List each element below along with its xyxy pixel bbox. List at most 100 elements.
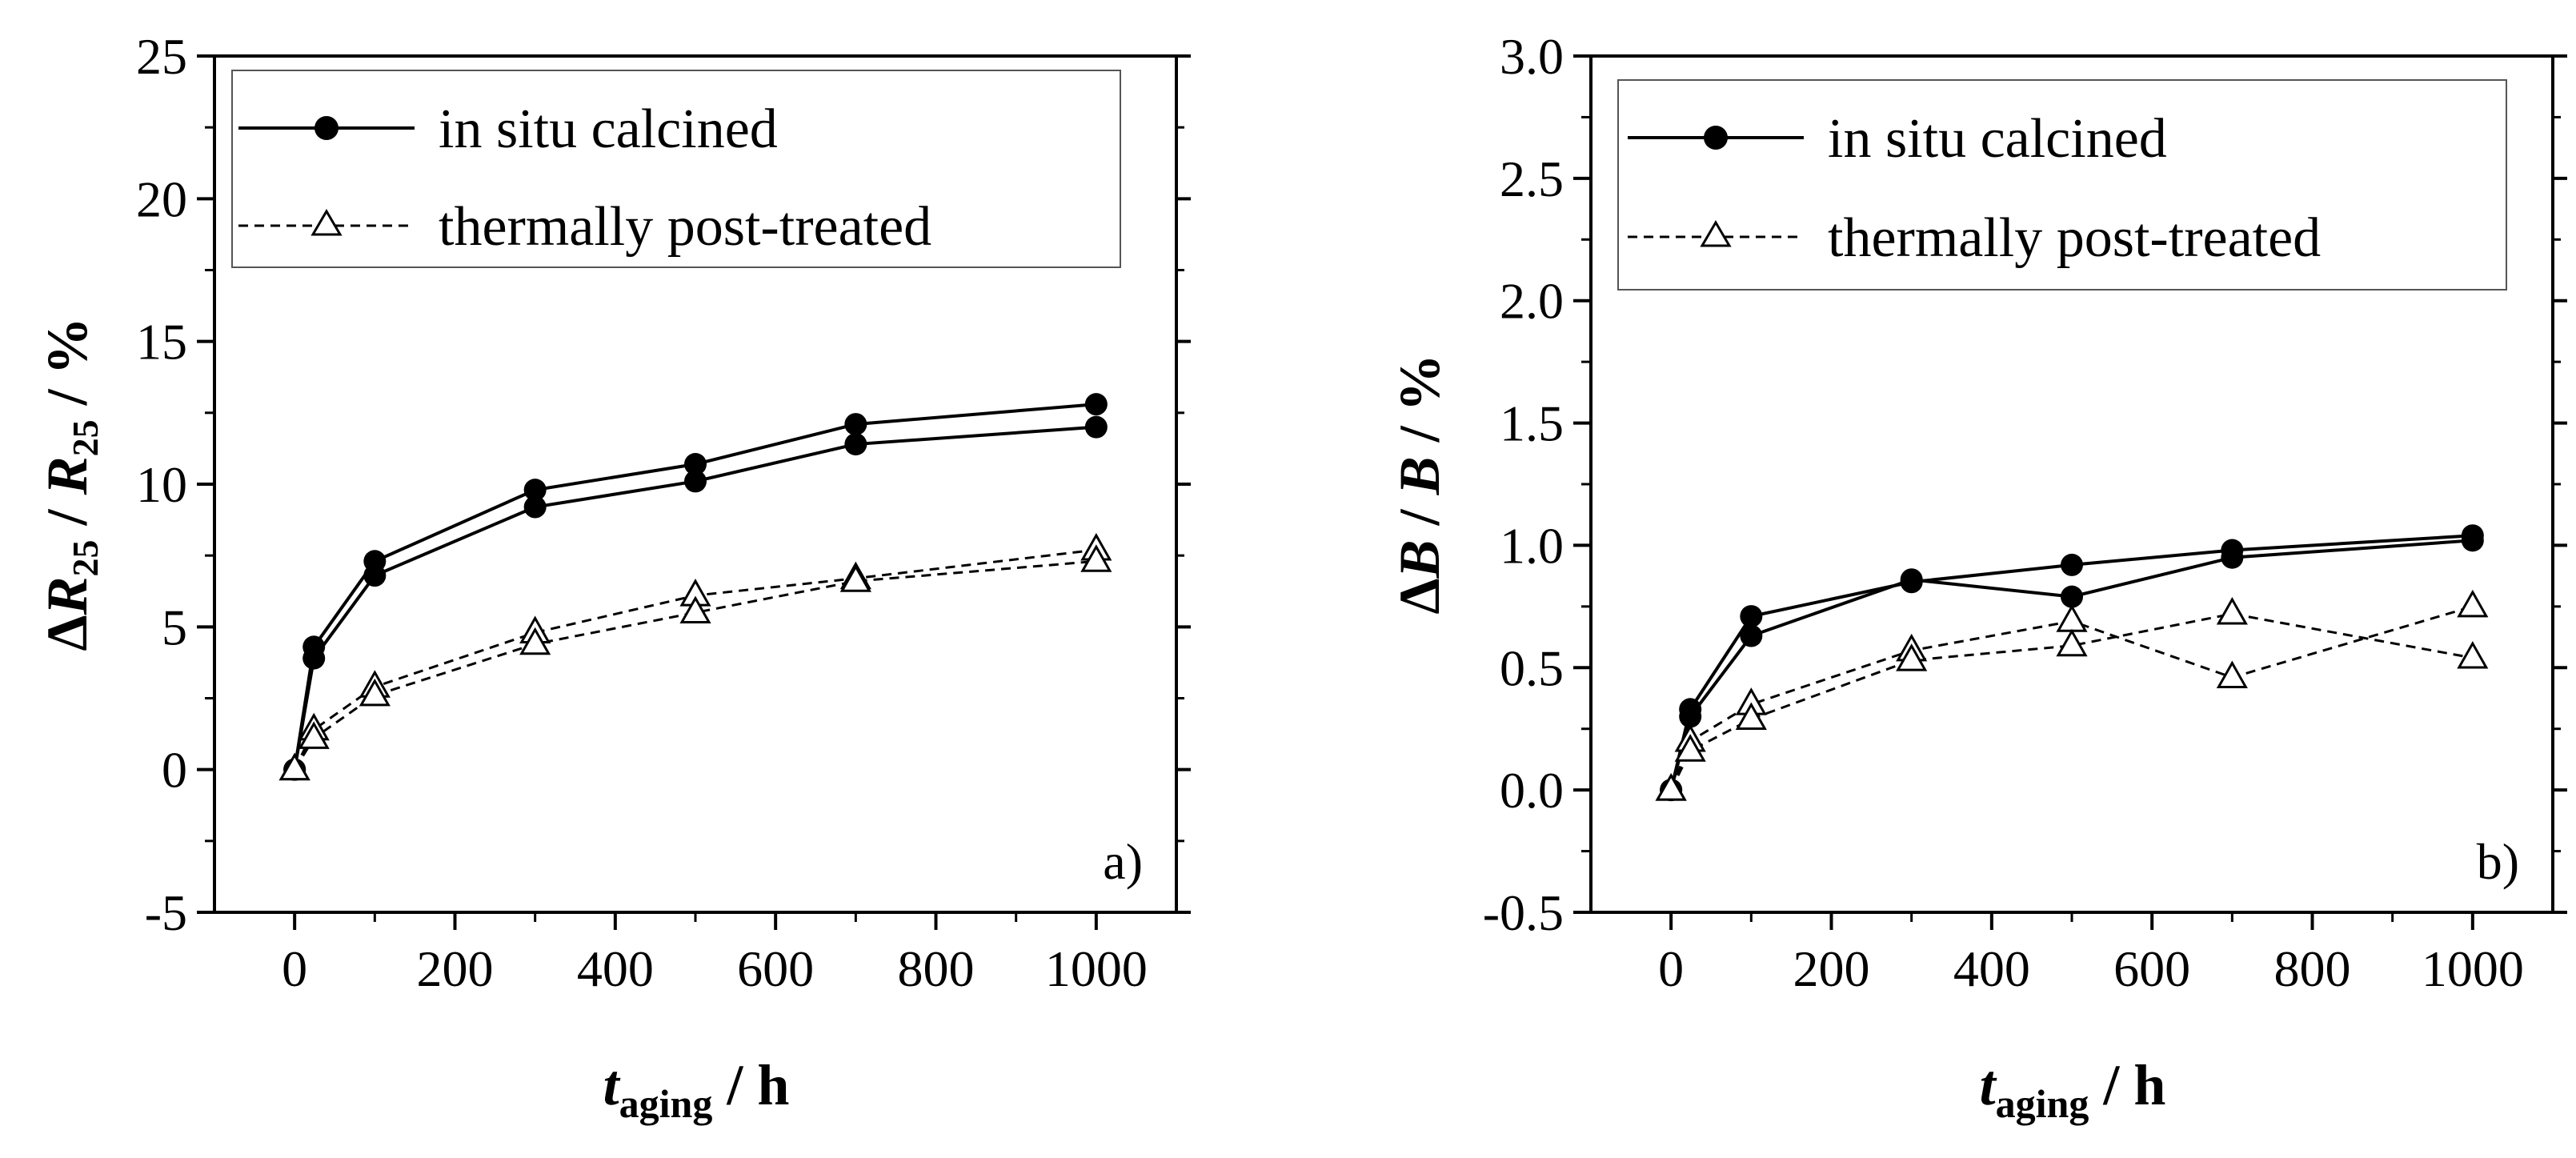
x-axis-title-a: taging / h <box>603 1053 790 1126</box>
xlabel-a-suffix: / h <box>712 1053 789 1117</box>
data-point-a-0 <box>523 479 547 502</box>
ylabel-a-delta: Δ <box>35 615 99 651</box>
data-point-b-1 <box>2461 529 2484 552</box>
x-tick-label-a: 0 <box>282 940 307 997</box>
axes-a: 0 200 400 600 800 1000 -5 0 5 10 15 20 25 <box>136 28 1191 997</box>
data-point-a-1 <box>363 564 387 587</box>
data-point-b-3 <box>1655 773 1687 801</box>
legend-label-in-situ-a: in situ calcined <box>439 98 778 160</box>
y-tick-label-b: 1.0 <box>1500 517 1564 574</box>
x-axis-title-b: taging / h <box>1980 1053 2166 1126</box>
x-tick-label-a: 400 <box>577 940 654 997</box>
xlabel-b-main: t <box>1980 1053 1997 1117</box>
y-tick-label-a: 5 <box>162 599 187 655</box>
ylabel-b-sep: / <box>1388 495 1452 539</box>
data-point-b-1 <box>1679 705 1702 728</box>
x-tick-label-b: 600 <box>2113 940 2190 997</box>
data-point-a-0 <box>844 413 867 436</box>
panel-label-b: b) <box>2477 833 2519 890</box>
y-tick-label-a: 25 <box>136 28 187 85</box>
y-tick-label-a: 0 <box>162 742 187 799</box>
panel-b: 0 200 400 600 800 1000 -0.5 0.0 0.5 1.0 1.5 2.0 2.5 3… <box>1388 28 2567 1126</box>
data-point-a-3 <box>359 678 391 707</box>
ylabel-a-sub2: 25 <box>65 419 106 456</box>
panel-label-a: a) <box>1103 833 1143 890</box>
ylabel-b-b2: B <box>1388 456 1452 495</box>
data-point-a-3 <box>519 627 551 655</box>
data-point-b-1 <box>1900 568 1923 591</box>
x-tick-label-b: 0 <box>1658 940 1684 997</box>
data-point-b-2 <box>2457 589 2489 618</box>
y-tick-label-b: -0.5 <box>1483 884 1564 941</box>
data-point-b-0 <box>1740 605 1763 628</box>
data-point-b-1 <box>2221 546 2244 569</box>
x-tick-label-a: 800 <box>898 940 975 997</box>
data-point-a-1 <box>684 470 707 493</box>
data-point-a-3 <box>298 721 330 749</box>
x-tick-label-a: 200 <box>417 940 494 997</box>
data-point-a-1 <box>1084 415 1108 439</box>
ylabel-a-unit: / % <box>35 317 99 419</box>
data-point-a-3 <box>1080 544 1112 572</box>
legend-marker-triangle-a <box>310 209 343 236</box>
ylabel-a-sep: / <box>35 495 99 539</box>
y-tick-label-b: 2.0 <box>1500 273 1564 330</box>
ylabel-a-r2: R <box>35 456 99 495</box>
data-point-b-3 <box>1896 643 1928 671</box>
series-a <box>278 393 1112 781</box>
x-tick-label-a: 1000 <box>1045 940 1148 997</box>
data-point-b-3 <box>2056 628 2088 657</box>
x-tick-label-b: 1000 <box>2422 940 2524 997</box>
series-b <box>1655 524 2489 802</box>
x-tick-label-b: 800 <box>2274 940 2351 997</box>
data-point-a-0 <box>1084 393 1108 416</box>
ylabel-b-b: B <box>1388 539 1452 579</box>
xlabel-a-main: t <box>603 1053 621 1117</box>
data-point-b-0 <box>2061 553 2083 576</box>
legend-marker-triangle-b <box>1700 220 1732 247</box>
y-tick-label-b: 0.5 <box>1500 639 1564 696</box>
legend-box-b <box>1617 79 2507 291</box>
y-tick-label-b: 1.5 <box>1500 395 1564 452</box>
y-tick-label-a: 10 <box>136 456 187 513</box>
data-point-a-3 <box>679 595 711 623</box>
legend-marker-circle-a <box>314 116 339 140</box>
y-tick-label-a: -5 <box>145 884 187 941</box>
legend-marker-circle-b <box>1704 126 1728 150</box>
ylabel-a-r: R <box>35 576 99 615</box>
y-axis-title-b: ΔB / B / % <box>1388 354 1452 614</box>
xlabel-b-suffix: / h <box>2089 1053 2165 1117</box>
xlabel-b-sub: aging <box>1996 1081 2089 1126</box>
axes-b: 0 200 400 600 800 1000 -0.5 0.0 0.5 1.0 1.5 2.0 2.5 3… <box>1483 28 2567 997</box>
data-point-a-3 <box>278 752 310 781</box>
y-axis-title-a: ΔR25 / R25 / % <box>35 317 106 651</box>
data-point-b-3 <box>2216 596 2248 625</box>
y-tick-label-b: 3.0 <box>1500 28 1564 85</box>
legend-box-a <box>231 70 1121 268</box>
data-point-b-3 <box>2457 641 2489 669</box>
data-point-a-3 <box>839 564 871 592</box>
data-point-b-1 <box>2061 585 2083 608</box>
x-tick-label-a: 600 <box>737 940 814 997</box>
ylabel-a-sub1: 25 <box>65 539 106 576</box>
x-tick-label-b: 400 <box>1953 940 2030 997</box>
xlabel-a-sub: aging <box>619 1081 713 1126</box>
data-point-a-1 <box>844 433 867 456</box>
data-point-b-3 <box>1735 702 1767 730</box>
ylabel-b-delta: Δ <box>1388 578 1452 614</box>
legend-label-thermal-b: thermally post-treated <box>1828 207 2321 269</box>
data-point-b-3 <box>1674 734 1706 762</box>
data-point-b-2 <box>2216 660 2248 689</box>
legend-b: in situ calcined thermally post-treated <box>1617 79 2507 291</box>
data-point-a-1 <box>302 647 326 670</box>
data-point-a-0 <box>684 453 707 476</box>
data-point-b-1 <box>1740 624 1763 647</box>
data-point-a-1 <box>523 495 547 519</box>
legend-label-thermal-a: thermally post-treated <box>439 196 931 258</box>
y-tick-label-a: 20 <box>136 170 187 227</box>
y-tick-label-b: 0.0 <box>1500 762 1564 819</box>
legend-a: in situ calcined thermally post-treated <box>231 70 1121 268</box>
panel-a: 0 200 400 600 800 1000 -5 0 5 10 15 20 25 in situ ca… <box>35 28 1191 1126</box>
